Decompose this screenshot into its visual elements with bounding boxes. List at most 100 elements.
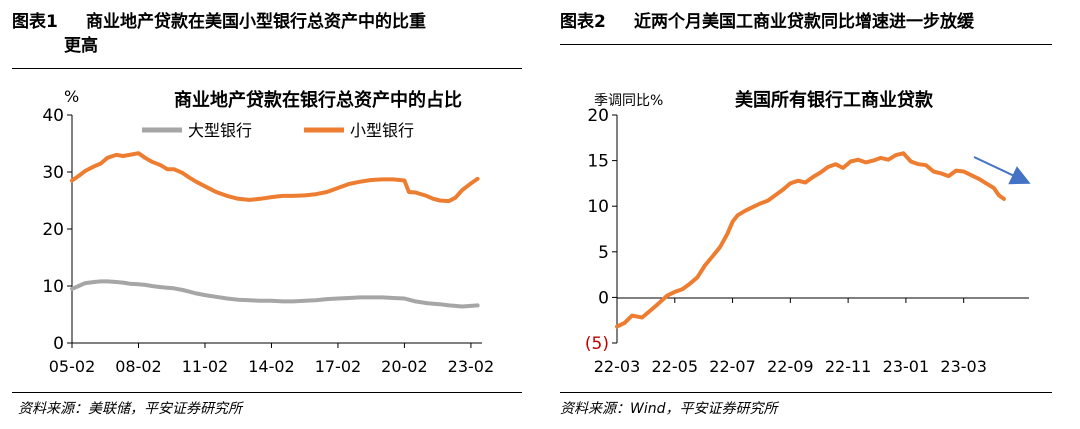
data-point [280,299,285,303]
data-point [225,194,229,198]
data-point [369,295,373,299]
y-tick-label: 0 [598,288,609,308]
data-point [438,302,442,306]
data-point [114,280,118,284]
data-point [292,194,296,198]
y-tick-label: 0 [53,334,64,354]
data-point [347,182,351,186]
data-point [826,165,830,169]
y-tick-label: 20 [42,220,64,240]
data-point [931,169,936,174]
data-point [460,304,464,309]
source-divider [12,392,522,393]
y-unit-label: 季调同比% [594,93,663,109]
data-point [128,153,132,157]
data-point [369,178,373,182]
x-tick-label: 23-03 [940,357,987,376]
source-note: 资料来源：Wind，平安证券研究所 [560,401,778,417]
data-point [181,171,185,175]
data-point [886,158,890,162]
data-point [977,177,981,181]
data-point [630,314,634,318]
data-point [476,303,480,307]
data-point [834,162,838,166]
data-point [688,282,692,286]
data-point [172,167,176,171]
data-point [105,279,110,283]
data-point [181,288,185,292]
data-point [159,163,163,167]
data-point [214,190,218,194]
x-tick-label: 05-02 [49,357,96,376]
data-point [159,285,163,289]
data-point [460,188,464,192]
data-point [954,169,958,173]
data-point [258,299,262,303]
data-point [703,263,707,268]
data-point [92,164,96,168]
data-point [77,284,81,288]
data-point [718,245,722,249]
data-point [803,180,807,185]
data-point [83,281,87,285]
data-point [380,295,384,299]
data-point [894,153,898,157]
y-tick-label: (5) [585,334,609,354]
data-point [77,174,81,178]
data-point [781,188,785,192]
data-point [680,287,684,291]
data-point [725,232,730,236]
chart-panel-1: 图表1 商业地产贷款在美国小型银行总资产中的比重 更高 0 10 20 30 40 05-0… [0,0,530,429]
legend-label-large-banks: 大型银行 [188,121,252,140]
data-point [796,179,800,183]
data-point [172,286,176,290]
chart-2-svg: (5) 0 5 10 15 20 22-03 22-05 22-07 22-09 22-11 23-0… [585,89,1031,376]
y-tick-label: 40 [42,106,64,126]
figure-heading-2: 图表2 近两个月美国工商业贷款同比增速进一步放缓 [560,10,1060,34]
data-point [731,220,735,224]
data-point [187,290,192,294]
data-point [292,299,296,303]
data-point [128,282,132,286]
x-tick-label: 11-02 [182,357,229,376]
data-point [203,184,207,188]
data-point [871,159,875,163]
figure-heading-text: 近两个月美国工商业贷款同比增速进一步放缓 [634,12,974,32]
data-point [438,198,442,203]
data-point [939,171,943,175]
data-point [236,197,240,201]
x-tick-label: 14-02 [248,357,295,376]
data-point [648,309,652,313]
chart-title: 美国所有银行工商业贷款 [735,89,934,111]
data-point [743,209,747,213]
data-point [70,287,74,291]
data-point [269,299,274,303]
data-point [849,159,853,164]
data-point [447,303,451,307]
data-point [136,282,141,286]
y-tick-label: 10 [587,197,609,217]
data-point [143,156,147,160]
data-point [788,181,792,185]
x-tick-label: 17-02 [315,357,362,376]
x-tick-label: 08-02 [115,357,162,376]
data-point [194,291,198,295]
x-tick-label: 22-05 [652,357,699,376]
data-point [214,295,218,299]
data-point [447,199,451,203]
data-point [469,181,473,185]
data-point [187,176,192,180]
data-point [615,325,619,329]
data-point [476,177,480,181]
x-tick-label: 22-03 [594,357,641,376]
data-point [247,298,251,302]
data-point [105,156,110,160]
data-point [114,153,118,157]
y-tick-label: 15 [587,152,609,172]
data-point [92,280,96,284]
data-point [818,170,823,175]
data-point [391,296,395,300]
data-point [203,293,207,297]
source-note: 资料来源：美联储，平安证券研究所 [18,401,242,417]
data-point [622,321,627,325]
